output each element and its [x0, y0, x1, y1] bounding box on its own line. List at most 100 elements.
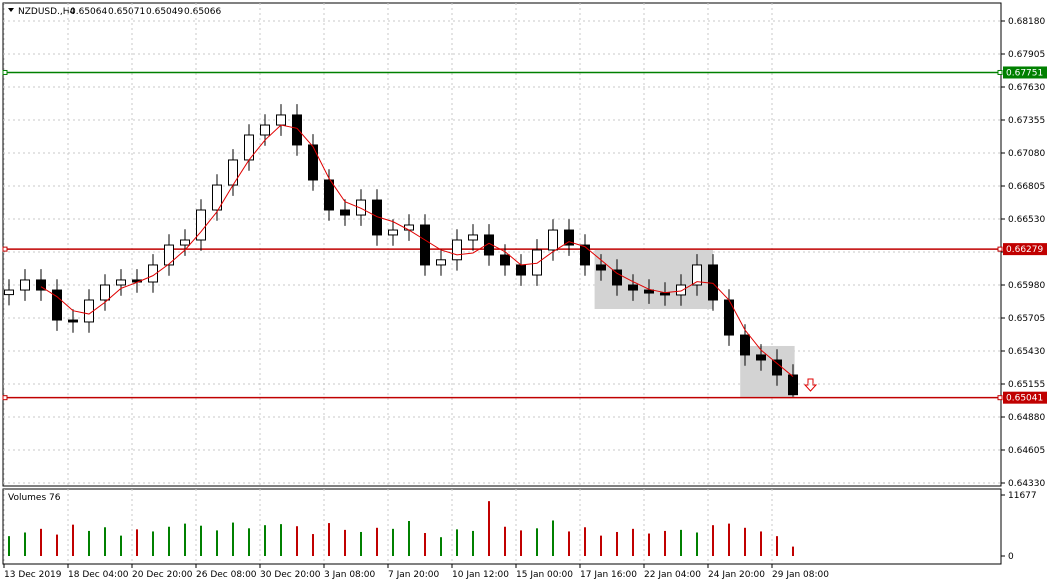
candle-body	[100, 284, 110, 301]
volume-bar	[776, 536, 778, 556]
volume-bar	[280, 524, 282, 556]
volume-bar	[136, 529, 138, 556]
level-label: 0.66279	[1006, 245, 1043, 255]
candle-body	[436, 259, 446, 266]
volume-bar	[200, 525, 202, 556]
volume-tick-label: 0	[1008, 552, 1014, 562]
volume-bar	[472, 530, 474, 556]
candle-body	[276, 114, 286, 126]
candle-body	[340, 209, 350, 216]
candle-body	[788, 374, 798, 396]
candle-body	[580, 244, 590, 266]
volume-bar	[744, 527, 746, 556]
volume-bar	[312, 534, 314, 556]
x-tick-label: 15 Jan 00:00	[516, 570, 573, 580]
y-tick-label: 0.64330	[1008, 479, 1045, 489]
candle-body	[740, 334, 750, 356]
volume-bar	[424, 533, 426, 556]
candle-body	[612, 269, 622, 286]
y-tick-label: 0.65705	[1008, 314, 1045, 324]
x-tick-label: 22 Jan 04:00	[644, 570, 701, 580]
level-label: 0.65041	[1006, 394, 1043, 404]
candle-body	[292, 114, 302, 146]
ohlc-value: 0.65049	[146, 7, 183, 17]
candle-body	[660, 292, 670, 296]
volume-bar	[392, 528, 394, 556]
candle-body	[420, 224, 430, 266]
y-tick-label: 0.64605	[1008, 446, 1045, 456]
moving-average	[40, 124, 794, 377]
candle-body	[148, 264, 158, 283]
ohlc-value: 0.65064	[70, 7, 107, 17]
candle-body	[404, 224, 414, 231]
candle-body	[196, 209, 206, 241]
candle-body	[164, 244, 174, 266]
x-tick-label: 30 Dec 20:00	[260, 570, 321, 580]
x-tick-label: 17 Jan 16:00	[580, 570, 637, 580]
candle-body	[500, 254, 510, 266]
x-tick-label: 13 Dec 2019	[4, 570, 62, 580]
y-tick-label: 0.67355	[1008, 116, 1045, 126]
x-tick-label: 18 Dec 04:00	[68, 570, 129, 580]
x-tick-label: 26 Dec 08:00	[196, 570, 257, 580]
level-tag	[1003, 391, 1047, 404]
x-tick-label: 29 Jan 08:00	[772, 570, 829, 580]
volume-bar	[552, 520, 554, 556]
candle-body	[692, 264, 702, 286]
candle-body	[708, 264, 718, 301]
volume-bar	[328, 523, 330, 556]
volume-bar	[792, 546, 794, 556]
x-tick-label: 20 Dec 20:00	[132, 570, 193, 580]
volume-bar	[72, 524, 74, 556]
volume-bar	[360, 531, 362, 556]
symbol-title: NZDUSD.,H4	[18, 7, 76, 17]
candle-body	[308, 144, 318, 181]
candle-body	[228, 159, 238, 186]
ohlc-value: 0.65071	[108, 7, 145, 17]
volume-bar	[584, 527, 586, 556]
candle-body	[676, 284, 686, 296]
level-handle	[2, 246, 8, 252]
volume-bar	[232, 522, 234, 556]
candle-body	[52, 289, 62, 321]
candle-body	[212, 184, 222, 211]
y-tick-label: 0.65980	[1008, 281, 1045, 291]
volume-tick-label: 11677	[1008, 491, 1037, 501]
volume-bar	[408, 520, 410, 556]
candle-body	[628, 284, 638, 291]
candle-body	[644, 289, 654, 294]
y-tick-label: 0.66805	[1008, 182, 1045, 192]
volume-bar	[184, 523, 186, 556]
volume-bar	[728, 523, 730, 556]
y-tick-label: 0.68180	[1008, 17, 1045, 27]
candle-body	[4, 289, 14, 296]
volume-bar	[8, 536, 10, 556]
x-tick-label: 3 Jan 08:00	[324, 570, 376, 580]
volume-bar	[488, 501, 490, 556]
level-handle	[997, 395, 1003, 401]
volume-bar	[696, 532, 698, 556]
volume-bar	[456, 529, 458, 556]
volume-bar	[264, 525, 266, 556]
volume-bar	[120, 535, 122, 556]
volume-bar	[296, 526, 298, 556]
volume-bar	[568, 531, 570, 556]
level-label: 0.67751	[1006, 68, 1043, 78]
y-tick-label: 0.65430	[1008, 347, 1045, 357]
candle-body	[468, 234, 478, 241]
candle-body	[84, 299, 94, 323]
level-handle	[2, 395, 8, 401]
candle-body	[564, 229, 574, 246]
volume-bar	[56, 534, 58, 556]
y-tick-label: 0.67905	[1008, 50, 1045, 60]
volume-label: Volumes 76	[8, 493, 61, 503]
volume-bar	[104, 527, 106, 556]
y-tick-label: 0.66530	[1008, 215, 1045, 225]
volume-bar	[536, 528, 538, 556]
x-tick-label: 10 Jan 12:00	[452, 570, 509, 580]
candle-body	[20, 279, 30, 291]
candle-body	[452, 239, 462, 261]
level-handle	[2, 69, 8, 75]
menu-arrow[interactable]	[8, 8, 14, 12]
